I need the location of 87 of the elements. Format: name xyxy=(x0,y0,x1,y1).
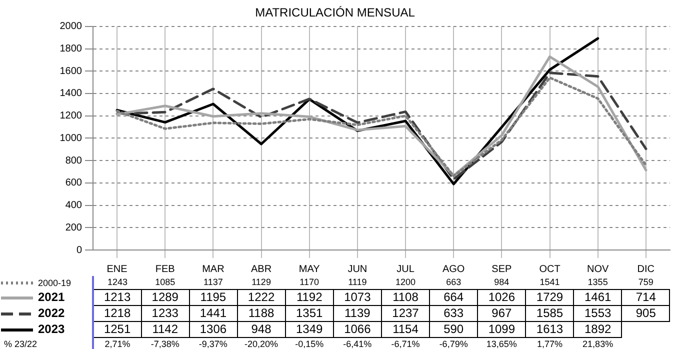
x-tick-label: SEP xyxy=(490,262,513,276)
y-tick-label: 1600 xyxy=(60,66,82,77)
x-tick-label: NOV xyxy=(586,262,610,276)
data-label: 714 xyxy=(622,289,670,305)
y-tick-label: 200 xyxy=(65,222,82,234)
x-tick-label: DIC xyxy=(636,262,656,276)
text: 2,71% xyxy=(104,338,132,349)
legend-label: 2022 xyxy=(0,305,93,321)
data-label: 948 xyxy=(237,321,286,337)
x-tick-label: AGO xyxy=(441,262,466,276)
data-label: 759 xyxy=(637,276,654,289)
data-label: 1355 xyxy=(586,276,609,289)
data-label: 1892 xyxy=(574,321,622,337)
text: -9,37% xyxy=(198,338,228,349)
y-tick-label: 1200 xyxy=(60,110,82,122)
data-label: 1218 xyxy=(93,305,142,321)
x-tick-label: JUL xyxy=(396,262,416,276)
x-tick-label: FEB xyxy=(154,262,176,276)
data-label: 1289 xyxy=(141,289,190,305)
legend-label: 2000-19 xyxy=(0,276,93,289)
data-label: 1461 xyxy=(574,289,622,305)
data-label: 663 xyxy=(445,276,462,289)
data-label: 1251 xyxy=(93,321,142,337)
y-tick-label: 2000 xyxy=(60,21,82,32)
data-label: 1349 xyxy=(285,321,334,337)
data-label: 1119 xyxy=(347,276,368,289)
y-tick-label: 800 xyxy=(65,155,82,166)
data-label: 633 xyxy=(430,305,478,321)
x-tick-label: MAR xyxy=(201,262,226,276)
data-label: 1170 xyxy=(298,276,320,289)
data-label: 1222 xyxy=(237,289,286,305)
legend-label: 2023 xyxy=(0,321,93,337)
data-label: 1195 xyxy=(189,289,238,305)
data-label: 1200 xyxy=(394,276,417,289)
data-label: 1613 xyxy=(526,321,574,337)
y-tick-label: 1000 xyxy=(60,132,82,144)
data-label: 1441 xyxy=(189,305,238,321)
data-label: 1237 xyxy=(381,305,430,321)
data-label: 1233 xyxy=(141,305,190,321)
data-label: 1108 xyxy=(381,289,430,305)
y-tick-label: 400 xyxy=(65,200,82,212)
data-label: 1154 xyxy=(381,321,430,337)
data-label: 1139 xyxy=(333,305,382,321)
data-label: 1129 xyxy=(250,276,272,289)
text: -6,71% xyxy=(390,338,421,349)
data-label: 984 xyxy=(493,276,510,289)
data-label: 1243 xyxy=(106,276,129,289)
data-label: 664 xyxy=(430,289,478,305)
data-label: 1073 xyxy=(333,289,382,305)
text: % 23/22 xyxy=(0,337,93,349)
legend-label: 2021 xyxy=(0,289,93,305)
data-label: 1066 xyxy=(333,321,382,337)
data-label: 967 xyxy=(478,305,526,321)
data-label: 905 xyxy=(622,305,670,321)
data-label: 1026 xyxy=(478,289,526,305)
data-label: 1137 xyxy=(202,276,224,289)
data-label: 1351 xyxy=(285,305,334,321)
data-label: 1192 xyxy=(285,289,334,305)
y-tick-label: 600 xyxy=(65,178,82,189)
data-label: 1142 xyxy=(141,321,190,337)
chart-title: MATRICULACIÓN MENSUAL xyxy=(255,6,416,20)
y-tick-label: 0 xyxy=(76,244,82,256)
x-tick-label: MAY xyxy=(298,262,321,276)
text: -0,15% xyxy=(294,338,325,349)
x-tick-label: JUN xyxy=(346,262,368,276)
data-label: 1099 xyxy=(478,321,526,337)
data-label: 1306 xyxy=(189,321,238,337)
text: -6,79% xyxy=(438,338,469,349)
text: 21,83% xyxy=(582,338,614,349)
text: 1,77% xyxy=(536,338,564,349)
data-label: 1085 xyxy=(154,276,176,289)
data-label: 1729 xyxy=(526,289,574,305)
data-label: 1585 xyxy=(526,305,574,321)
text: -20,20% xyxy=(244,338,280,349)
data-label: 1541 xyxy=(538,276,561,289)
x-tick-label: ABR xyxy=(250,262,273,276)
text: 13,65% xyxy=(485,338,518,349)
data-label: 1553 xyxy=(574,305,622,321)
x-tick-label: ENE xyxy=(106,262,128,276)
text: -6,41% xyxy=(342,338,373,349)
x-tick-label: OCT xyxy=(538,262,562,276)
data-label: 590 xyxy=(430,321,478,337)
y-tick-label: 1400 xyxy=(60,88,82,100)
data-label: 1213 xyxy=(93,289,142,305)
data-label: 1188 xyxy=(237,305,286,321)
y-tick-label: 1800 xyxy=(60,44,82,55)
text: -7,38% xyxy=(150,338,180,349)
